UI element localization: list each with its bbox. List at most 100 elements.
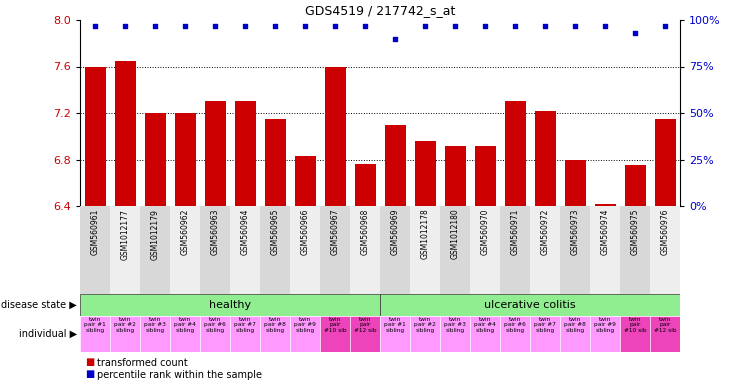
Bar xyxy=(204,101,226,206)
Bar xyxy=(385,125,405,206)
Bar xyxy=(290,316,320,352)
Bar xyxy=(564,159,585,206)
Bar xyxy=(350,206,380,294)
Bar xyxy=(170,316,200,352)
Bar xyxy=(200,206,230,294)
Bar xyxy=(650,206,680,294)
Point xyxy=(659,23,671,29)
Text: twin
pair #1
sibling: twin pair #1 sibling xyxy=(384,317,406,333)
Bar xyxy=(80,316,110,352)
Bar xyxy=(320,316,350,352)
Point xyxy=(329,23,341,29)
Bar xyxy=(230,206,260,294)
Point xyxy=(179,23,191,29)
Text: GSM560969: GSM560969 xyxy=(391,209,399,255)
Text: twin
pair #9
sibling: twin pair #9 sibling xyxy=(294,317,316,333)
Bar xyxy=(504,101,526,206)
Bar xyxy=(590,206,620,294)
Bar xyxy=(594,204,615,206)
Text: GSM560971: GSM560971 xyxy=(510,209,520,255)
Bar xyxy=(350,316,380,352)
Bar xyxy=(380,294,680,316)
Point xyxy=(479,23,491,29)
Text: twin
pair #7
sibling: twin pair #7 sibling xyxy=(234,317,256,333)
Point xyxy=(629,30,641,36)
Text: GSM1012177: GSM1012177 xyxy=(120,209,129,260)
Bar xyxy=(145,113,166,206)
Bar xyxy=(620,206,650,294)
Text: twin
pair #3
sibling: twin pair #3 sibling xyxy=(444,317,466,333)
Bar xyxy=(234,101,256,206)
Point xyxy=(359,23,371,29)
Bar xyxy=(230,316,260,352)
Bar xyxy=(530,316,560,352)
Bar xyxy=(115,61,136,206)
Text: GSM560965: GSM560965 xyxy=(271,209,280,255)
Bar xyxy=(140,206,170,294)
Point xyxy=(269,23,281,29)
Point xyxy=(89,23,101,29)
Bar xyxy=(264,119,285,206)
Point xyxy=(419,23,431,29)
Text: disease state ▶: disease state ▶ xyxy=(1,300,77,310)
Bar xyxy=(415,141,436,206)
Bar xyxy=(500,316,530,352)
Bar xyxy=(325,66,345,206)
Bar xyxy=(445,146,466,206)
Point xyxy=(239,23,251,29)
Bar xyxy=(410,206,440,294)
Text: twin
pair
#10 sib: twin pair #10 sib xyxy=(323,317,346,333)
Bar xyxy=(560,316,590,352)
Text: GSM560967: GSM560967 xyxy=(331,209,339,255)
Bar xyxy=(410,316,440,352)
Point xyxy=(569,23,581,29)
Text: transformed count: transformed count xyxy=(97,358,188,367)
Text: GSM560963: GSM560963 xyxy=(210,209,220,255)
Text: GSM560975: GSM560975 xyxy=(631,209,639,255)
Text: twin
pair #7
sibling: twin pair #7 sibling xyxy=(534,317,556,333)
Text: GSM560970: GSM560970 xyxy=(480,209,490,255)
Text: twin
pair
#12 sib: twin pair #12 sib xyxy=(354,317,376,333)
Text: twin
pair #2
sibling: twin pair #2 sibling xyxy=(114,317,136,333)
Text: individual ▶: individual ▶ xyxy=(19,329,77,339)
Text: twin
pair #6
sibling: twin pair #6 sibling xyxy=(504,317,526,333)
Bar xyxy=(110,206,140,294)
Text: ulcerative colitis: ulcerative colitis xyxy=(484,300,576,310)
Bar xyxy=(260,316,290,352)
Bar xyxy=(440,316,470,352)
Text: GSM1012179: GSM1012179 xyxy=(150,209,159,260)
Bar xyxy=(470,316,500,352)
Bar xyxy=(174,113,196,206)
Text: GSM560962: GSM560962 xyxy=(180,209,190,255)
Text: GSM560961: GSM560961 xyxy=(91,209,99,255)
Bar xyxy=(620,316,650,352)
Text: GSM560976: GSM560976 xyxy=(661,209,669,255)
Point xyxy=(149,23,161,29)
Text: twin
pair
#10 sib: twin pair #10 sib xyxy=(623,317,646,333)
Text: twin
pair #8
sibling: twin pair #8 sibling xyxy=(264,317,286,333)
Bar xyxy=(534,111,556,206)
Point xyxy=(210,23,221,29)
Text: GSM560973: GSM560973 xyxy=(571,209,580,255)
Bar xyxy=(140,316,170,352)
Bar xyxy=(440,206,470,294)
Text: twin
pair #4
sibling: twin pair #4 sibling xyxy=(174,317,196,333)
Bar xyxy=(170,206,200,294)
Text: twin
pair #8
sibling: twin pair #8 sibling xyxy=(564,317,586,333)
Bar xyxy=(85,66,106,206)
Text: GSM560966: GSM560966 xyxy=(301,209,310,255)
Text: twin
pair
#12 sib: twin pair #12 sib xyxy=(653,317,676,333)
Bar xyxy=(355,164,375,206)
Text: twin
pair #4
sibling: twin pair #4 sibling xyxy=(474,317,496,333)
Text: twin
pair #2
sibling: twin pair #2 sibling xyxy=(414,317,436,333)
Text: ■: ■ xyxy=(85,369,94,379)
Bar xyxy=(320,206,350,294)
Bar xyxy=(590,316,620,352)
Text: twin
pair #3
sibling: twin pair #3 sibling xyxy=(144,317,166,333)
Title: GDS4519 / 217742_s_at: GDS4519 / 217742_s_at xyxy=(305,5,456,17)
Text: twin
pair #9
sibling: twin pair #9 sibling xyxy=(594,317,616,333)
Point xyxy=(449,23,461,29)
Bar xyxy=(80,206,110,294)
Point xyxy=(299,23,311,29)
Bar xyxy=(655,119,675,206)
